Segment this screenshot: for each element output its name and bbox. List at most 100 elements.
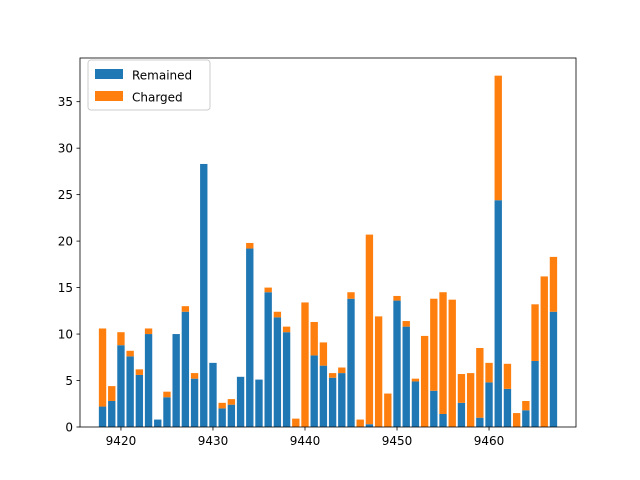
bar-remained-9438 (282, 332, 291, 427)
x-axis: 9420 9430 9440 9450 9460 (106, 427, 505, 448)
bar-remained-9420 (117, 345, 125, 427)
bar-charged-9464 (522, 400, 530, 411)
y-tick-label-10: 10 (58, 328, 73, 342)
bar-charged-9459 (476, 347, 484, 418)
bar-remained-9425 (163, 397, 171, 427)
bar-remained-9432 (227, 404, 236, 427)
bar-remained-9445 (347, 298, 355, 427)
bar-remained-9451 (402, 326, 410, 427)
bar-remained-9462 (503, 388, 512, 427)
legend: Remained Charged (87, 59, 211, 111)
bar-charged-9434 (246, 242, 254, 249)
bar-charged-9442 (319, 342, 328, 366)
bar-remained-9428 (190, 378, 199, 427)
y-tick-label-20: 20 (58, 235, 73, 249)
plot-frame (79, 57, 577, 428)
bar-charged-9465 (531, 304, 539, 362)
y-tick-label-30: 30 (58, 142, 73, 156)
bar-remained-9437 (273, 317, 282, 427)
bar-charged-9438 (282, 326, 291, 333)
bar-charged-9421 (126, 350, 134, 357)
bar-charged-9431 (218, 402, 226, 409)
bar-charged-9419 (108, 386, 116, 401)
y-tick-label-15: 15 (58, 281, 73, 295)
x-tick-label-9430: 9430 (198, 434, 229, 448)
bar-charged-9428 (190, 373, 199, 379)
y-axis: 0 5 10 15 20 25 30 35 (58, 95, 80, 435)
bar-remained-9433 (236, 376, 245, 427)
bar-charged-9436 (264, 287, 272, 293)
y-tick-label-35: 35 (58, 95, 73, 109)
bar-remained-9459 (476, 417, 484, 427)
bar-charged-9455 (439, 292, 447, 414)
bar-charged-9439 (292, 418, 300, 427)
bar-charged-9447 (365, 234, 374, 425)
bar-charged-9425 (163, 391, 171, 398)
bar-remained-9464 (522, 410, 530, 427)
bar-charged-9441 (310, 321, 318, 356)
bar-charged-9449 (384, 393, 392, 427)
bar-charged-9461 (494, 75, 502, 201)
bar-remained-9455 (439, 413, 447, 427)
bar-remained-9429 (200, 163, 208, 427)
bar-remained-9422 (135, 374, 144, 427)
bar-remained-9443 (328, 377, 337, 427)
y-tick-label-5: 5 (65, 374, 73, 388)
bar-remained-9436 (264, 292, 272, 427)
bar-charged-9456 (448, 299, 456, 427)
bar-charged-9460 (485, 362, 493, 383)
bar-charged-9466 (540, 276, 548, 427)
bar-charged-9423 (144, 328, 153, 335)
bar-remained-9465 (531, 361, 539, 427)
legend-swatch-remained (95, 69, 123, 79)
bar-charged-9445 (347, 292, 355, 299)
legend-label-remained: Remained (132, 69, 192, 83)
bar-remained-9442 (319, 365, 328, 427)
bar-charged-9467 (549, 256, 558, 312)
bar-remained-9444 (338, 373, 346, 427)
bar-charged-9420 (117, 332, 125, 346)
bar-remained-9424 (154, 419, 162, 427)
bar-charged-9452 (411, 378, 420, 382)
bar-charged-9422 (135, 369, 144, 375)
bar-charged-9418 (98, 328, 107, 407)
bar-charged-9427 (181, 306, 190, 312)
legend-swatch-charged (95, 91, 123, 101)
bar-remained-9431 (218, 408, 226, 427)
bar-charged-9440 (301, 302, 309, 427)
bar-charged-9457 (457, 374, 466, 403)
bar-remained-9454 (430, 390, 438, 427)
bar-remained-9421 (126, 356, 134, 427)
bar-charged-9454 (430, 298, 438, 391)
bar-charged-9432 (227, 399, 236, 405)
bar-charged-9462 (503, 363, 512, 389)
bar-charged-9458 (466, 373, 475, 427)
bar-remained-9450 (393, 300, 401, 427)
bar-remained-9452 (411, 381, 420, 427)
bar-remained-9435 (255, 379, 263, 427)
bar-charged-9448 (374, 316, 383, 427)
x-tick-label-9460: 9460 (474, 434, 505, 448)
bar-remained-9419 (108, 400, 116, 427)
bar-remained-9427 (181, 311, 190, 427)
bar-remained-9467 (549, 311, 558, 427)
legend-label-charged: Charged (132, 91, 183, 105)
bar-charged-9451 (402, 321, 410, 327)
bar-remained-9457 (457, 402, 466, 427)
bar-charged-9446 (356, 419, 364, 427)
bar-remained-9460 (485, 382, 493, 427)
bar-charged-9443 (328, 373, 337, 378)
bar-remained-9426 (172, 334, 180, 427)
bar-charged-9463 (512, 413, 521, 427)
bar-remained-9447 (365, 424, 374, 427)
bar-remained-9423 (144, 334, 153, 427)
bar-remained-9461 (494, 200, 502, 427)
bar-remained-9441 (310, 355, 318, 427)
x-tick-label-9450: 9450 (382, 434, 413, 448)
bar-remained-9430 (209, 362, 217, 427)
bar-remained-9434 (246, 248, 254, 427)
x-tick-label-9420: 9420 (106, 434, 137, 448)
bar-charged-9453 (420, 335, 429, 427)
y-tick-label-0: 0 (65, 421, 73, 435)
